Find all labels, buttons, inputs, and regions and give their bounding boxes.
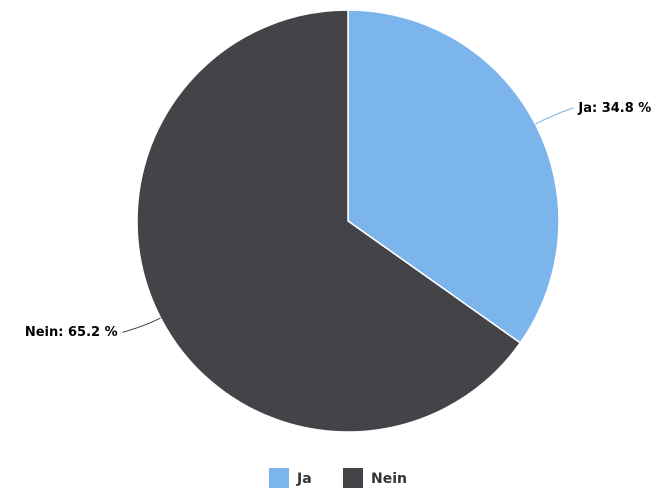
- pie-slice-ja[interactable]: [347, 9, 560, 344]
- pie-slice-nein[interactable]: [136, 9, 522, 433]
- pie-slices: [136, 9, 560, 433]
- label-connector-ja: [535, 107, 574, 125]
- data-label-nein: Nein: 65.2 %: [25, 325, 118, 340]
- legend-label-ja: Ja: [296, 471, 312, 487]
- label-connector-nein: [122, 317, 161, 333]
- legend-label-nein: Nein: [371, 471, 407, 487]
- label-connectors: [122, 107, 574, 333]
- legend-item-nein[interactable]: Nein: [343, 468, 407, 488]
- legend-item-ja[interactable]: Ja: [269, 468, 312, 488]
- legend-swatch-ja: [269, 468, 289, 488]
- data-labels: Ja: 34.8 % Nein: 65.2 %: [25, 101, 652, 340]
- legend-swatch-nein: [343, 468, 363, 488]
- data-label-ja: Ja: 34.8 %: [577, 101, 651, 116]
- legend: Ja Nein: [269, 468, 407, 488]
